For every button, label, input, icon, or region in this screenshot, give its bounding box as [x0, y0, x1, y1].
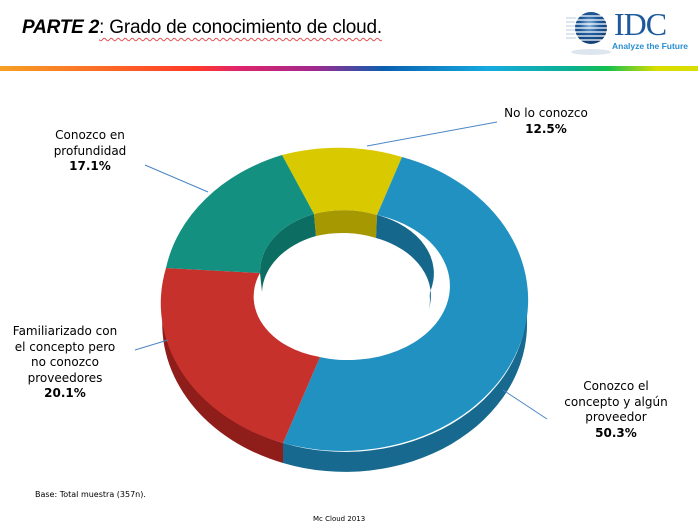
label-conozco-profundidad: Conozco en profundidad 17.1%: [53, 128, 127, 173]
leader-lines: [134, 121, 548, 420]
slice-no-lo-conozco: [282, 147, 402, 215]
page-title: PARTE 2: Grado de conocimiento de cloud.: [22, 17, 382, 39]
idc-globe-icon: [566, 12, 614, 55]
slice-familiarizado: [160, 268, 320, 443]
donut-hole: [262, 240, 430, 360]
slice-conozco-profundidad: [166, 155, 314, 273]
idc-logo: IDC: [614, 6, 667, 42]
donut-depth: [162, 290, 528, 472]
slice-conozco-concepto-proveedor: [283, 157, 529, 451]
footnote-base: Base: Total muestra (357n).: [35, 490, 146, 499]
title-bold: PARTE 2: [22, 17, 100, 38]
label-no-lo-conozco: No lo conozco 12.5%: [504, 106, 588, 136]
header-divider: [0, 66, 698, 71]
footer-text: Mc Cloud 2013: [313, 515, 366, 523]
title-rest: : Grado de conocimiento de cloud.: [99, 17, 382, 38]
logo-tagline: Analyze the Future: [612, 41, 689, 51]
label-familiarizado: Familiarizado con el concepto pero no co…: [12, 324, 118, 400]
label-conozco-concepto-proveedor: Conozco el concepto y algún proveedor 50…: [564, 379, 668, 440]
donut-slices: [160, 147, 529, 451]
donut-inner-wall: [259, 210, 434, 312]
